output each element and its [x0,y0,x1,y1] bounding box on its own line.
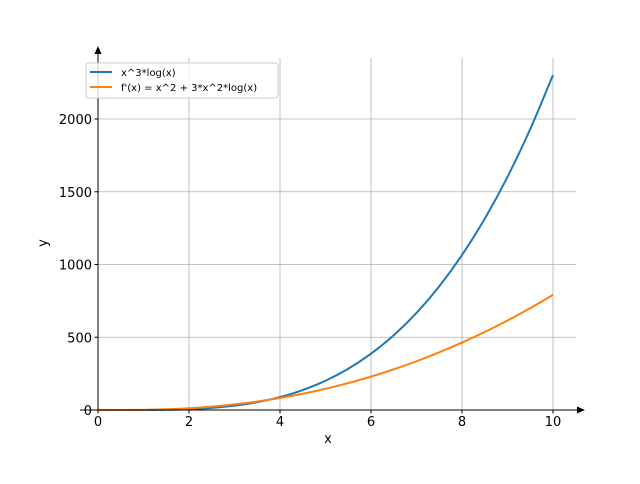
y-tick-label: 0 [84,404,92,419]
y-tick-label: 1000 [59,259,92,274]
axes [80,46,585,414]
series-lines [97,74,554,412]
y-tick-label: 2000 [59,113,92,128]
ticks: 0 2 4 6 8 10 0 500 1000 1500 2000 [59,113,561,430]
x-tick-label: 10 [545,415,562,430]
y-tick-label: 500 [67,331,92,346]
x-tick-label: 4 [276,415,284,430]
x-axis-arrow-icon [577,406,585,414]
series-line-1 [97,294,554,412]
legend-label-0: x^3*log(x) [121,68,176,79]
y-axis-label: y [36,239,51,247]
y-axis-arrow-icon [94,46,102,54]
legend: x^3*log(x) f'(x) = x^2 + 3*x^2*log(x) [85,62,279,99]
series-line-0 [97,74,554,412]
grid [98,58,576,410]
x-tick-label: 0 [94,415,102,430]
x-tick-label: 8 [458,415,466,430]
x-tick-label: 6 [367,415,375,430]
y-tick-label: 1500 [59,186,92,201]
x-tick-label: 2 [185,415,193,430]
x-axis-label: x [324,432,332,447]
legend-label-1: f'(x) = x^2 + 3*x^2*log(x) [121,83,257,94]
legend-frame [85,62,279,99]
